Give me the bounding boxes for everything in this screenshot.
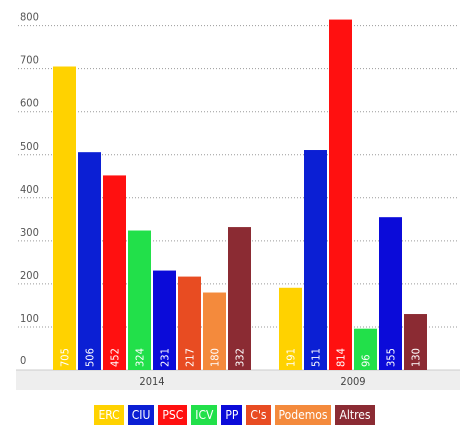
legend-item-pp: PP [221, 405, 243, 425]
data-label: 452 [109, 348, 122, 367]
legend-item-erc: ERC [94, 405, 124, 425]
data-label: 180 [209, 348, 222, 367]
data-label: 130 [410, 348, 423, 367]
legend-item-psc: PSC [158, 405, 188, 425]
y-tick-label: 600 [20, 97, 39, 110]
bars [53, 19, 427, 371]
bar-cs-2014 [178, 276, 201, 370]
data-label: 191 [285, 348, 298, 367]
data-label: 814 [335, 348, 348, 367]
legend-item-ciu: CIU [127, 405, 155, 425]
y-tick-label: 400 [20, 183, 39, 196]
bar-pp-2009 [379, 217, 402, 370]
bar-erc-2014 [53, 66, 76, 370]
bar-altres-2009 [404, 314, 427, 370]
bar-psc-2009 [329, 19, 352, 371]
data-label: 705 [59, 348, 72, 367]
bar-erc-2009 [279, 287, 302, 370]
x-axis-band [16, 370, 460, 390]
bar-icv-2014 [128, 230, 151, 370]
legend-item-altres: Altres [335, 405, 375, 425]
data-label: 231 [159, 348, 172, 367]
bar-podemos-2014 [203, 292, 226, 370]
legend-item-cs: C's [246, 405, 271, 425]
x-category-label: 2009 [340, 375, 365, 388]
y-tick-label: 500 [20, 140, 39, 153]
data-label: 355 [385, 348, 398, 367]
x-axis-band [16, 369, 460, 390]
y-tick-label: 300 [20, 226, 39, 239]
labels: 0 100 200 300 400 500 600 700 800 705 506 452 324 231… [20, 11, 423, 388]
x-category-label: 2014 [139, 375, 164, 388]
bar-pp-2014 [153, 270, 176, 370]
y-tick-label: 100 [20, 312, 39, 325]
bar-icv-2009 [354, 328, 377, 370]
data-label: 506 [84, 348, 97, 367]
data-label: 324 [134, 348, 147, 367]
bar-psc-2014 [103, 175, 126, 370]
data-label: 217 [184, 348, 197, 367]
bar-ciu-2009 [304, 150, 327, 370]
bar-ciu-2014 [78, 152, 101, 370]
y-tick-label: 200 [20, 269, 39, 282]
y-tick-label: 700 [20, 54, 39, 67]
bar-altres-2014 [228, 227, 251, 370]
y-tick-label: 800 [20, 11, 39, 24]
legend: ERC CIU PSC ICV PP C's Podemos Altres [0, 405, 469, 425]
data-label: 332 [234, 348, 247, 367]
data-label: 511 [310, 348, 323, 367]
data-label: 96 [360, 354, 373, 367]
legend-item-icv: ICV [191, 405, 218, 425]
legend-item-podemos: Podemos [274, 405, 332, 425]
y-tick-label: 0 [20, 354, 26, 367]
